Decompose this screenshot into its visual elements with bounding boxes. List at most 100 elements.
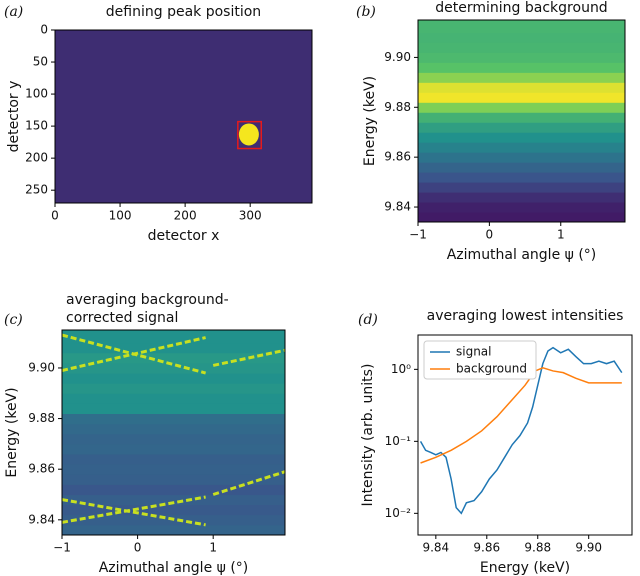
y-tick-label: 9.84 <box>384 200 411 214</box>
heatmap-row <box>62 524 285 535</box>
x-tick-label: 9.88 <box>524 541 551 555</box>
y-axis-label: Energy (keV) <box>4 387 20 477</box>
peak <box>238 123 259 146</box>
chart-title: averaging lowest intensities <box>427 308 624 324</box>
axes-frame <box>61 329 286 536</box>
y-tick-label: 10⁻¹ <box>385 434 412 448</box>
y-tick-label: 9.90 <box>28 360 55 374</box>
heatmap-row <box>62 454 285 465</box>
heatmap-row <box>418 92 625 103</box>
x-tick-label: 200 <box>174 209 197 223</box>
series-line <box>420 367 622 464</box>
heatmap-row <box>62 474 285 485</box>
x-tick-label: 0 <box>51 209 59 223</box>
heatmap-row <box>62 443 285 455</box>
legend-label: background <box>456 362 527 376</box>
heatmap-row <box>62 403 285 415</box>
x-tick-label: 100 <box>109 209 132 223</box>
chart-title: corrected signal <box>66 310 178 326</box>
x-tick-label: 9.86 <box>473 541 500 555</box>
axes-frame <box>54 29 313 204</box>
heatmap-row <box>62 352 285 364</box>
heatmap-row <box>62 342 285 354</box>
heatmap-row <box>418 172 625 183</box>
heatmap-row <box>418 142 625 153</box>
heatmap-row <box>62 423 285 435</box>
heatmap-row <box>62 433 285 445</box>
series-line <box>419 346 623 515</box>
panel-label: (d) <box>358 312 378 328</box>
x-tick-label: −1 <box>409 228 427 242</box>
feature-line <box>212 348 285 367</box>
heatmap-row <box>418 162 625 173</box>
y-axis-label: Energy (keV) <box>362 76 378 166</box>
heatmap-row <box>418 42 625 53</box>
heatmap-row <box>62 383 285 394</box>
x-tick-label: 1 <box>557 228 565 242</box>
axes-frame <box>417 334 633 536</box>
y-tick-label: 250 <box>25 183 48 197</box>
plot-area <box>62 330 285 535</box>
y-tick-label: 9.88 <box>384 100 411 114</box>
y-tick-label: 9.90 <box>384 50 411 64</box>
plot-area <box>418 20 625 222</box>
heatmap-row <box>418 202 625 213</box>
plot-area <box>55 30 312 203</box>
heatmap-row <box>418 212 625 222</box>
x-axis-label: Energy (keV) <box>480 560 570 576</box>
x-tick-label: −1 <box>53 541 71 555</box>
y-tick-label: 9.84 <box>28 512 55 526</box>
y-tick-label: 200 <box>25 151 48 165</box>
heatmap-row <box>418 112 625 123</box>
heatmap-row <box>418 182 625 193</box>
heatmap-row <box>62 504 285 516</box>
heatmap-row <box>418 62 625 73</box>
y-tick-label: 9.86 <box>384 150 411 164</box>
x-tick-label: 1 <box>209 541 217 555</box>
chart-title: defining peak position <box>106 4 261 20</box>
panel-label: (b) <box>356 4 376 20</box>
y-tick-label: 10⁻² <box>385 506 412 520</box>
feature-line <box>212 470 285 496</box>
y-tick-label: 50 <box>33 55 48 69</box>
x-tick-label: 9.84 <box>422 541 449 555</box>
x-axis-label: detector x <box>148 228 220 244</box>
heatmap-row <box>62 330 285 344</box>
x-tick-label: 0 <box>134 541 142 555</box>
legend-label: signal <box>456 345 492 359</box>
heatmap-row <box>418 132 625 143</box>
y-tick-label: 10⁰ <box>391 362 411 376</box>
y-tick-label: 150 <box>25 119 48 133</box>
roi-box <box>237 120 263 150</box>
x-tick-label: 0 <box>486 228 494 242</box>
axes-frame <box>417 19 626 223</box>
y-axis-label: Intensity (arb. units) <box>360 364 376 507</box>
panel-label: (a) <box>4 4 23 20</box>
heatmap-row <box>62 393 285 404</box>
x-axis-label: Azimuthal angle ψ (°) <box>99 560 249 576</box>
legend-box <box>423 340 537 380</box>
heatmap-row <box>418 122 625 133</box>
x-axis-label: Azimuthal angle ψ (°) <box>447 247 597 263</box>
y-tick-label: 100 <box>25 87 48 101</box>
heatmap-row <box>418 152 625 163</box>
chart-title: averaging background- <box>66 292 229 308</box>
panel-label: (c) <box>4 312 23 328</box>
heatmap-row <box>62 373 285 384</box>
heatmap-row <box>418 82 625 93</box>
y-tick-label: 9.88 <box>28 411 55 425</box>
x-tick-label: 9.90 <box>575 541 602 555</box>
feature-line <box>62 495 206 524</box>
heatmap-row <box>62 464 285 475</box>
heatmap-row <box>418 72 625 83</box>
feature-line <box>62 498 206 527</box>
feature-line <box>62 336 206 372</box>
y-axis-label: detector y <box>6 81 22 153</box>
x-tick-label: 300 <box>239 209 262 223</box>
y-tick-label: 9.86 <box>28 462 55 476</box>
chart-title: determining background <box>435 0 607 16</box>
heatmap-row <box>62 362 285 374</box>
heatmap-row <box>62 484 285 496</box>
heatmap-row <box>418 52 625 63</box>
